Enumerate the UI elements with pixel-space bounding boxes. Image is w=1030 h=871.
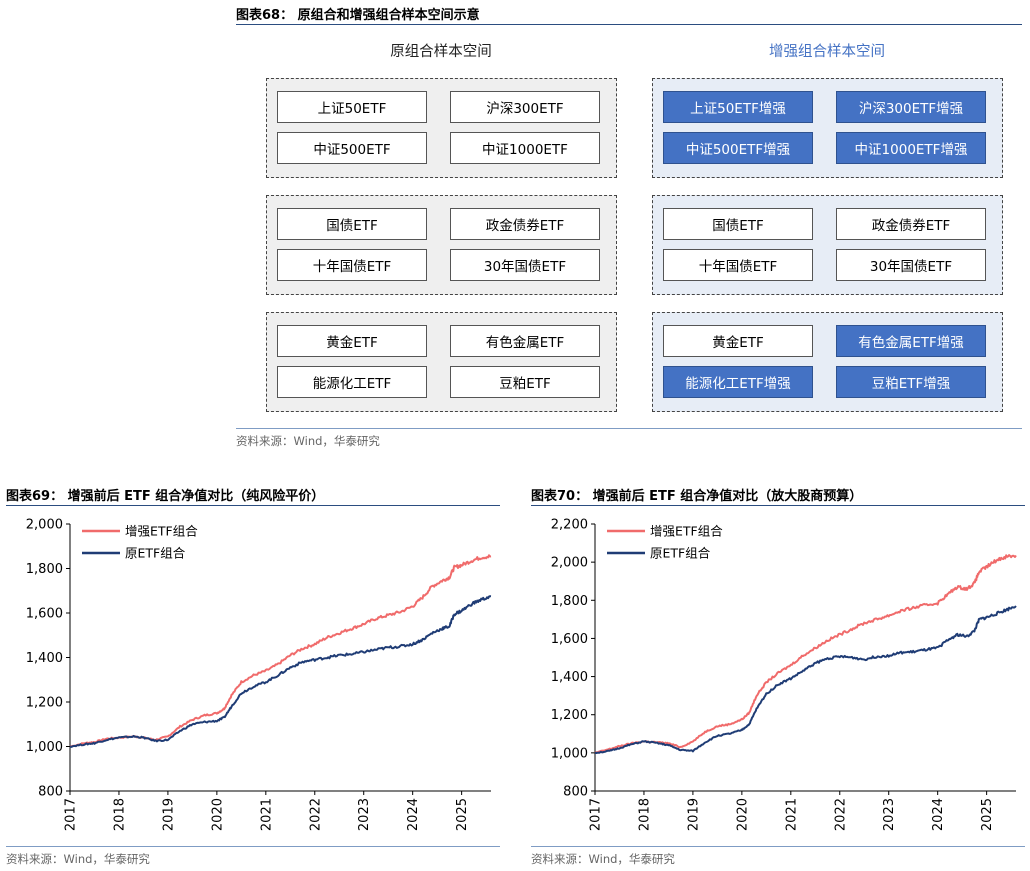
etf-cell: 中证1000ETF <box>450 132 600 164</box>
etf-cell: 十年国债ETF <box>663 249 813 281</box>
etf-cell: 中证500ETF增强 <box>663 132 813 164</box>
etf-cell: 上证50ETF增强 <box>663 91 813 123</box>
y-tick-label: 800 <box>38 785 63 800</box>
x-tick-label: 2021 <box>784 798 799 831</box>
y-tick-label: 2,000 <box>551 556 588 571</box>
x-tick-label: 2025 <box>980 798 995 831</box>
etf-cell: 上证50ETF <box>277 91 427 123</box>
etf-cell: 国债ETF <box>277 208 427 240</box>
fig69-title-rule <box>6 505 500 506</box>
etf-cell: 30年国债ETF <box>836 249 986 281</box>
fig70-line-chart: 800 1,000 1,200 1,400 1,600 1,800 2,000 2,200 20… <box>551 518 1017 831</box>
fig70-title-rule <box>531 505 1025 506</box>
y-tick-label: 1,800 <box>551 594 588 609</box>
etf-cell: 政金债券ETF <box>836 208 986 240</box>
etf-cell: 有色金属ETF增强 <box>836 325 986 357</box>
y-tick-label: 1,200 <box>551 708 588 723</box>
series-line <box>69 554 492 748</box>
fig70-title: 图表70： 增强前后 ETF 组合净值对比（放大股商预算） <box>531 489 863 504</box>
x-tick-label: 2019 <box>161 798 176 831</box>
fig68-title-rule <box>236 24 1022 25</box>
series-line <box>594 554 1017 754</box>
etf-cell: 30年国债ETF <box>450 249 600 281</box>
x-tick-label: 2017 <box>589 798 604 831</box>
x-tick-label: 2023 <box>357 798 372 831</box>
etf-cell: 沪深300ETF <box>450 91 600 123</box>
etf-cell: 沪深300ETF增强 <box>836 91 986 123</box>
etf-cell: 中证500ETF <box>277 132 427 164</box>
y-tick-label: 1,200 <box>26 696 63 711</box>
y-tick-label: 2,200 <box>551 518 588 533</box>
fig69-source-rule <box>6 846 500 847</box>
legend-label: 原ETF组合 <box>125 546 186 561</box>
fig69-title: 图表69： 增强前后 ETF 组合净值对比（纯风险平价） <box>6 489 325 504</box>
y-tick-label: 1,800 <box>26 562 63 577</box>
x-tick-label: 2022 <box>833 798 848 831</box>
fig68-source-rule <box>236 428 1022 429</box>
etf-cell: 黄金ETF <box>663 325 813 357</box>
etf-cell: 中证1000ETF增强 <box>836 132 986 164</box>
fig68-title: 图表68： 原组合和增强组合样本空间示意 <box>236 8 480 23</box>
etf-cell: 能源化工ETF增强 <box>663 366 813 398</box>
x-tick-label: 2024 <box>406 798 421 831</box>
legend-label: 增强ETF组合 <box>125 524 198 539</box>
x-tick-label: 2022 <box>308 798 323 831</box>
x-tick-label: 2018 <box>112 798 127 831</box>
fig68-source: 资料来源：Wind，华泰研究 <box>236 434 380 448</box>
fig69-line-chart: 800 1,000 1,200 1,400 1,600 1,800 2,000 2017 201… <box>26 518 492 831</box>
y-tick-label: 2,000 <box>26 518 63 533</box>
y-tick-label: 1,400 <box>26 651 63 666</box>
legend-label: 增强ETF组合 <box>650 524 723 539</box>
etf-cell: 黄金ETF <box>277 325 427 357</box>
x-tick-label: 2024 <box>931 798 946 831</box>
etf-cell: 国债ETF <box>663 208 813 240</box>
fig70-source-rule <box>531 846 1025 847</box>
series-line <box>69 595 492 748</box>
left-column-header: 原组合样本空间 <box>390 44 492 60</box>
x-tick-label: 2020 <box>210 798 225 831</box>
y-tick-label: 1,400 <box>551 670 588 685</box>
legend-label: 原ETF组合 <box>650 546 711 561</box>
y-tick-label: 1,600 <box>551 632 588 647</box>
etf-cell: 豆粕ETF增强 <box>836 366 986 398</box>
x-tick-label: 2023 <box>882 798 897 831</box>
y-tick-label: 1,000 <box>551 746 588 761</box>
x-tick-label: 2019 <box>686 798 701 831</box>
etf-cell: 能源化工ETF <box>277 366 427 398</box>
etf-cell: 有色金属ETF <box>450 325 600 357</box>
series-line <box>594 605 1017 754</box>
fig70-source: 资料来源：Wind，华泰研究 <box>531 852 675 866</box>
etf-cell: 十年国债ETF <box>277 249 427 281</box>
right-column-header: 增强组合样本空间 <box>769 44 885 60</box>
y-tick-label: 1,000 <box>26 740 63 755</box>
etf-cell: 豆粕ETF <box>450 366 600 398</box>
y-tick-label: 800 <box>563 785 588 800</box>
etf-cell: 政金债券ETF <box>450 208 600 240</box>
fig69-source: 资料来源：Wind，华泰研究 <box>6 852 150 866</box>
x-tick-label: 2017 <box>64 798 79 831</box>
x-tick-label: 2021 <box>259 798 274 831</box>
x-tick-label: 2025 <box>455 798 470 831</box>
x-tick-label: 2018 <box>637 798 652 831</box>
y-tick-label: 1,600 <box>26 607 63 622</box>
x-tick-label: 2020 <box>735 798 750 831</box>
